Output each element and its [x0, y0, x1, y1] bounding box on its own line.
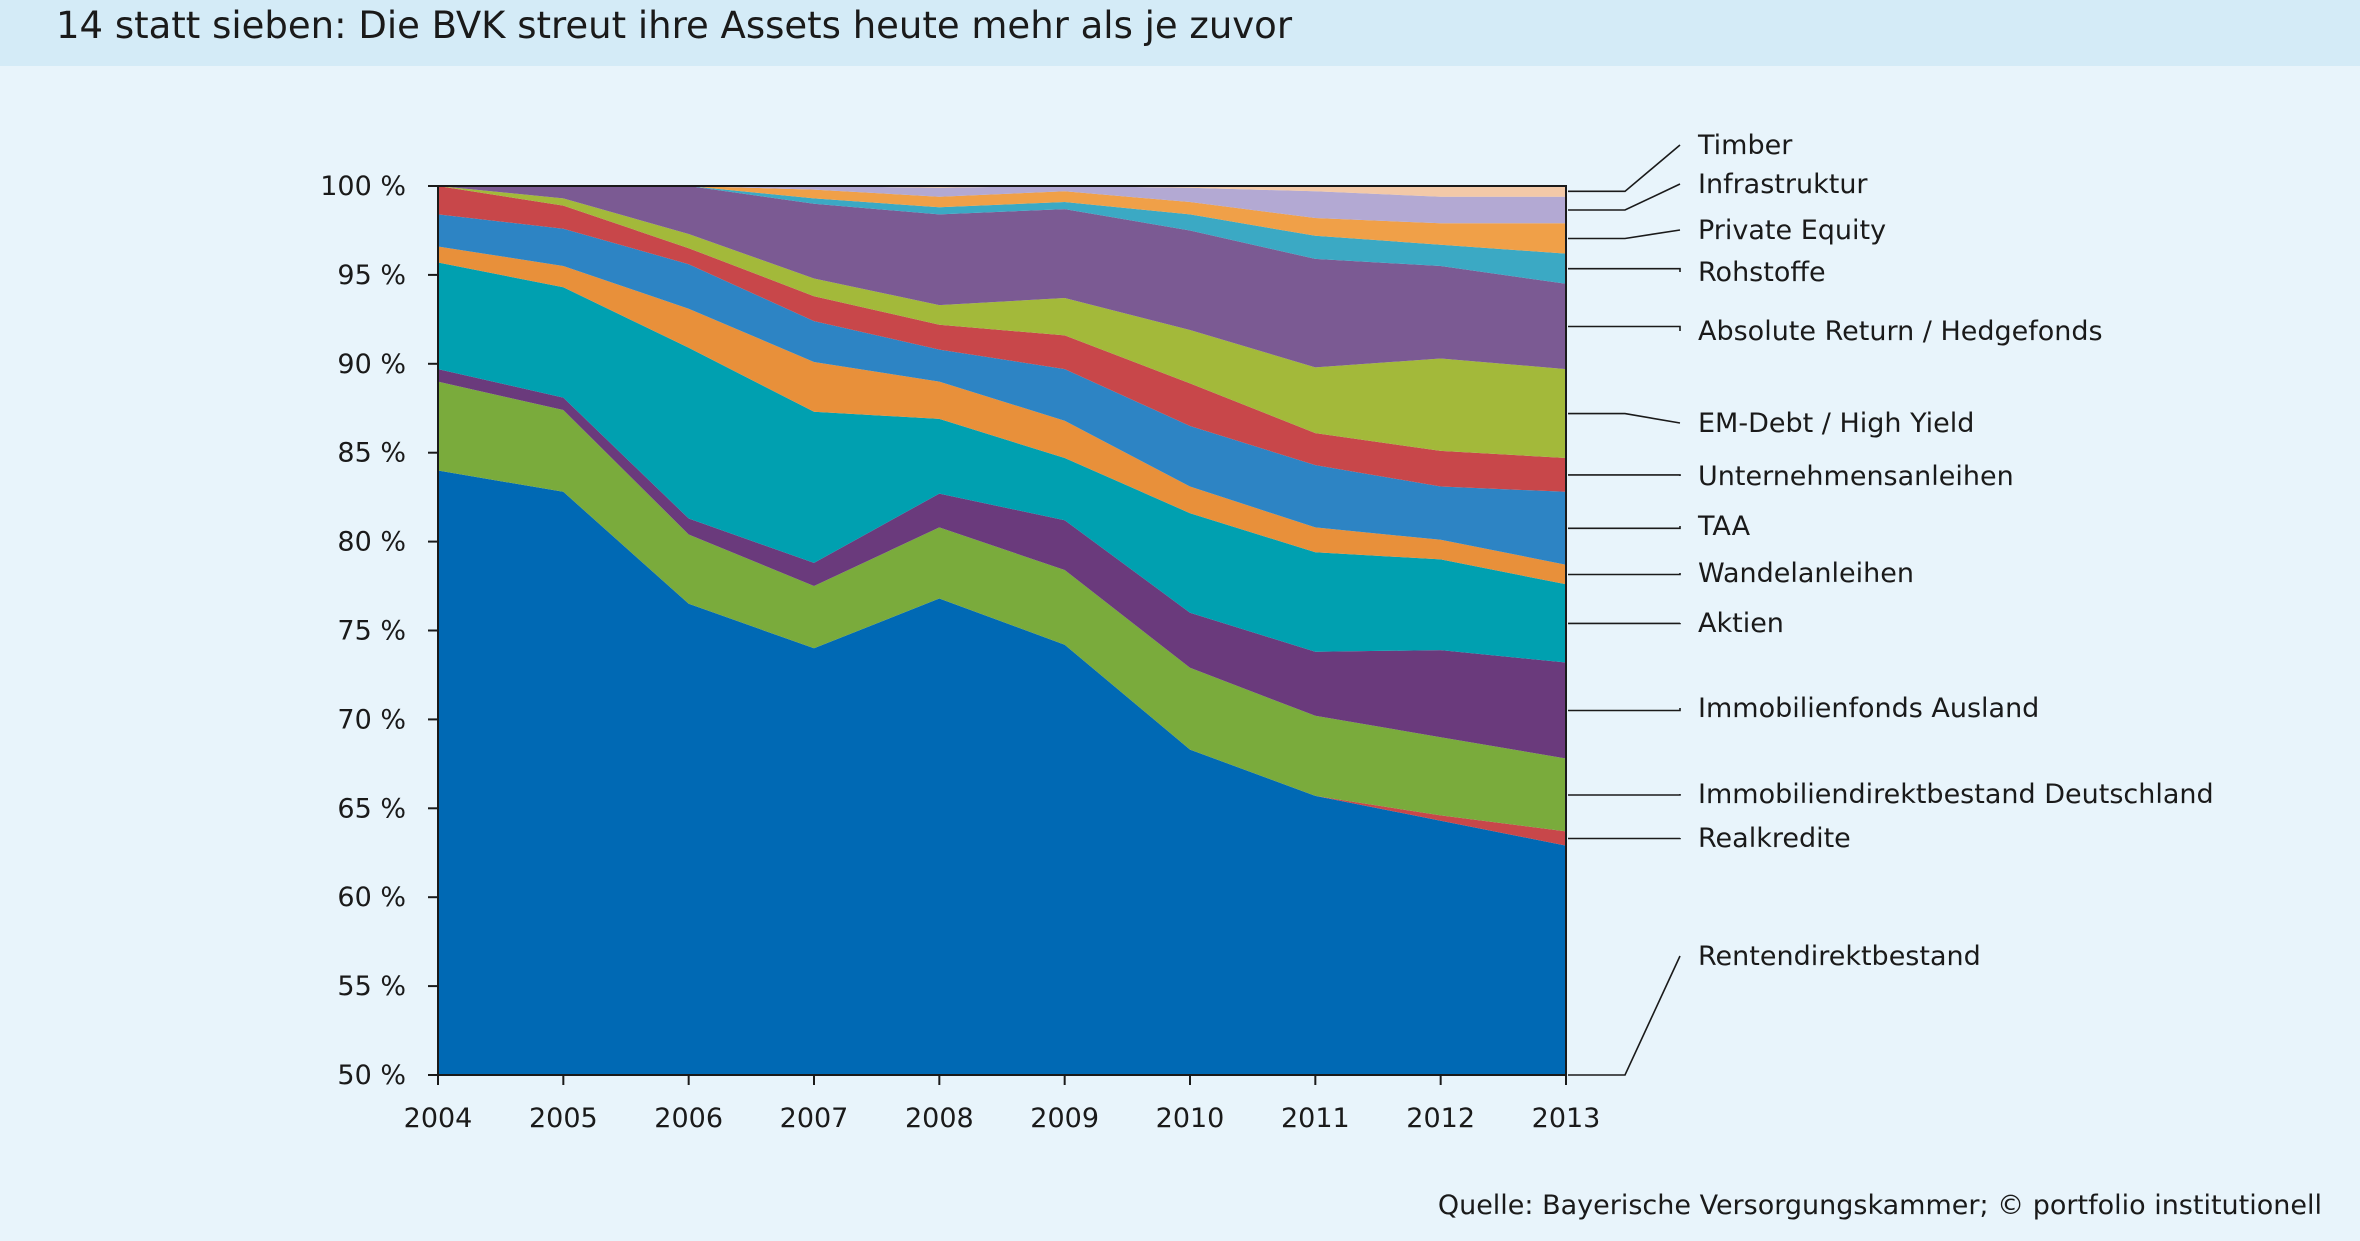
- y-tick-label: 60 %: [337, 882, 406, 913]
- y-tick-label: 70 %: [337, 704, 406, 735]
- leader-absolute-return-hedgefonds: [1568, 325, 1681, 331]
- leader-immobilienfonds-ausland: [1568, 708, 1681, 712]
- legend-label-aktien: Aktien: [1698, 608, 1784, 639]
- x-tick-label: 2013: [1532, 1103, 1601, 1134]
- x-tick-label: 2012: [1406, 1103, 1475, 1134]
- area-immobiliendirektbestand-deutschland: [438, 381, 1566, 832]
- legend-label-private-equity: Private Equity: [1698, 215, 1886, 246]
- x-tick-label: 2011: [1281, 1103, 1350, 1134]
- y-tick-label: 85 %: [337, 438, 406, 469]
- leader-private-equity: [1568, 229, 1681, 240]
- chart-title: 14 statt sieben: Die BVK streut ihre Ass…: [56, 4, 1293, 47]
- area-wandelanleihen: [438, 246, 1566, 585]
- y-tick-label: 80 %: [337, 527, 406, 558]
- legend-label-immobilienfonds-ausland: Immobilienfonds Ausland: [1698, 693, 2039, 724]
- area-em-debt-high-yield: [438, 186, 1566, 458]
- legend-label-realkredite: Realkredite: [1698, 823, 1851, 854]
- y-tick-label: 100 %: [320, 171, 406, 202]
- leader-infrastruktur: [1568, 183, 1681, 211]
- area-absolute-return-hedgefonds: [438, 186, 1566, 370]
- leader-em-debt-high-yield: [1568, 412, 1681, 424]
- leader-timber: [1568, 144, 1681, 193]
- title-bar: 14 statt sieben: Die BVK streut ihre Ass…: [0, 0, 2360, 66]
- x-tick-label: 2007: [780, 1103, 849, 1134]
- legend-label-em-debt-high-yield: EM-Debt / High Yield: [1698, 408, 1974, 439]
- y-tick-label: 95 %: [337, 260, 406, 291]
- legend-label-absolute-return-hedgefonds: Absolute Return / Hedgefonds: [1698, 316, 2103, 347]
- legend-label-timber: Timber: [1697, 130, 1793, 161]
- leader-wandelanleihen: [1568, 573, 1681, 576]
- legend-label-wandelanleihen: Wandelanleihen: [1698, 558, 1914, 589]
- x-tick-label: 2009: [1030, 1103, 1099, 1134]
- area-rohstoffe: [438, 186, 1566, 284]
- leader-rohstoffe: [1568, 267, 1681, 272]
- legend-label-infrastruktur: Infrastruktur: [1698, 169, 1868, 200]
- x-tick-label: 2006: [654, 1103, 723, 1134]
- area-immobilienfonds-ausland: [438, 369, 1566, 759]
- area-unternehmensanleihen: [438, 186, 1566, 492]
- y-tick-label: 55 %: [337, 971, 406, 1002]
- leader-rentendirektbestand: [1568, 955, 1681, 1076]
- source-note: Quelle: Bayerische Versorgungskammer; © …: [1437, 1190, 2322, 1221]
- x-tick-label: 2008: [905, 1103, 974, 1134]
- x-tick-label: 2004: [404, 1103, 473, 1134]
- leader-unternehmensanleihen: [1568, 474, 1681, 476]
- legend-label-rentendirektbestand: Rentendirektbestand: [1698, 941, 1981, 972]
- area-infrastruktur: [438, 186, 1566, 224]
- legend-label-rohstoffe: Rohstoffe: [1698, 257, 1826, 288]
- y-tick-label: 50 %: [337, 1060, 406, 1091]
- y-tick-label: 75 %: [337, 616, 406, 647]
- area-rentendirektbestand: [438, 470, 1566, 1075]
- area-timber: [438, 186, 1566, 197]
- y-tick-label: 65 %: [337, 793, 406, 824]
- y-tick-label: 90 %: [337, 349, 406, 380]
- area-aktien: [438, 262, 1566, 663]
- legend-label-unternehmensanleihen: Unternehmensanleihen: [1698, 461, 2014, 492]
- area-private-equity: [438, 186, 1566, 254]
- legend-label-taa: TAA: [1697, 511, 1751, 542]
- legend-label-immobiliendirektbestand-deutschland: Immobiliendirektbestand Deutschland: [1698, 779, 2214, 810]
- area-taa: [438, 214, 1566, 565]
- leader-immobiliendirektbestand-deutschland: [1568, 794, 1681, 796]
- leader-taa: [1568, 526, 1681, 530]
- x-tick-label: 2005: [529, 1103, 598, 1134]
- leader-realkredite: [1568, 837, 1681, 840]
- x-tick-label: 2010: [1156, 1103, 1225, 1134]
